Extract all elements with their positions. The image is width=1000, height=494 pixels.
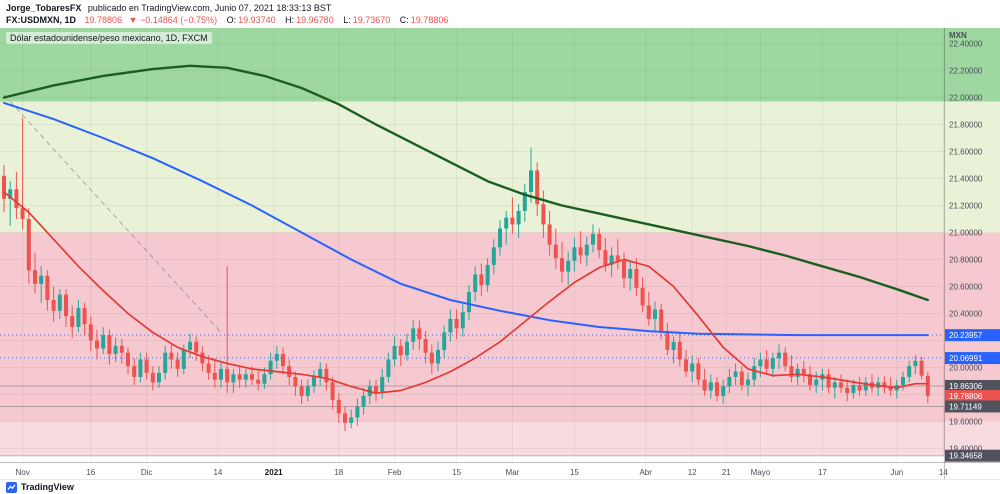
svg-text:21.80000: 21.80000 [949, 121, 983, 130]
symbol-label[interactable]: FX:USDMXN, 1D [6, 15, 77, 25]
svg-text:19.78806: 19.78806 [949, 392, 983, 401]
price-axis[interactable] [944, 28, 1000, 462]
svg-text:Mayo: Mayo [751, 468, 771, 477]
svg-text:22.20000: 22.20000 [949, 67, 983, 76]
low-label: L: [343, 15, 351, 25]
svg-text:18: 18 [334, 468, 343, 477]
svg-text:15: 15 [570, 468, 579, 477]
svg-text:Nov: Nov [15, 468, 29, 477]
svg-text:14: 14 [939, 468, 948, 477]
svg-text:22.40000: 22.40000 [949, 40, 983, 49]
svg-text:20.23957: 20.23957 [949, 331, 983, 340]
svg-text:19.60000: 19.60000 [949, 418, 983, 427]
svg-text:22.00000: 22.00000 [949, 94, 983, 103]
svg-text:MXN: MXN [949, 31, 967, 40]
svg-text:21.60000: 21.60000 [949, 148, 983, 157]
high-label: H: [285, 15, 295, 25]
publish-line: Jorge_TobaresFX publicado en TradingView… [6, 2, 1000, 14]
svg-text:21.20000: 21.20000 [949, 202, 983, 211]
header: Jorge_TobaresFX publicado en TradingView… [0, 0, 1000, 28]
svg-text:21: 21 [722, 468, 731, 477]
open-value: 19.93740 [238, 15, 276, 25]
brand-text[interactable]: TradingView [21, 482, 74, 492]
svg-text:2021: 2021 [265, 468, 283, 477]
open-label: O: [226, 15, 237, 25]
svg-text:Abr: Abr [639, 468, 652, 477]
last-price: 19.78806 [84, 15, 123, 25]
svg-text:20.00000: 20.00000 [949, 364, 983, 373]
svg-text:16: 16 [86, 468, 95, 477]
svg-text:17: 17 [818, 468, 827, 477]
author-name[interactable]: Jorge_TobaresFX [6, 3, 82, 13]
tradingview-logo-icon[interactable] [6, 481, 17, 493]
svg-text:20.06991: 20.06991 [949, 354, 983, 363]
svg-text:14: 14 [213, 468, 222, 477]
svg-text:19.86306: 19.86306 [949, 382, 983, 391]
svg-text:20.60000: 20.60000 [949, 283, 983, 292]
svg-text:20.40000: 20.40000 [949, 310, 983, 319]
svg-text:Jun: Jun [890, 468, 903, 477]
high-value: 19.96780 [296, 15, 334, 25]
svg-text:Feb: Feb [388, 468, 402, 477]
low-value: 19.73670 [352, 15, 391, 25]
svg-text:19.34658: 19.34658 [949, 452, 983, 461]
close-value: 19.78806 [410, 15, 449, 25]
chart-canvas[interactable]: MXN 22.40000 22.20000 22.00000 21.80000 21.60… [0, 28, 1000, 480]
svg-text:19.40000: 19.40000 [949, 445, 983, 454]
svg-text:Mar: Mar [506, 468, 520, 477]
svg-text:19.71149: 19.71149 [949, 402, 982, 411]
svg-text:Dic: Dic [141, 468, 153, 477]
svg-text:21.40000: 21.40000 [949, 175, 983, 184]
price-change: ▼ −0.14864 (−0.75%) [128, 15, 218, 25]
svg-text:21.00000: 21.00000 [949, 229, 983, 238]
symbol-line: FX:USDMXN, 1D 19.78806 ▼ −0.14864 (−0.75… [6, 14, 1000, 26]
svg-text:15: 15 [452, 468, 461, 477]
footer: TradingView [0, 479, 1000, 494]
chart-legend[interactable]: Dólar estadounidense/peso mexicano, 1D, … [6, 32, 212, 44]
close-label: C: [399, 15, 409, 25]
published-info: publicado en TradingView.com, Junio 07, … [87, 3, 332, 13]
svg-text:20.80000: 20.80000 [949, 256, 983, 265]
time-axis[interactable] [0, 462, 944, 480]
svg-text:12: 12 [688, 468, 697, 477]
